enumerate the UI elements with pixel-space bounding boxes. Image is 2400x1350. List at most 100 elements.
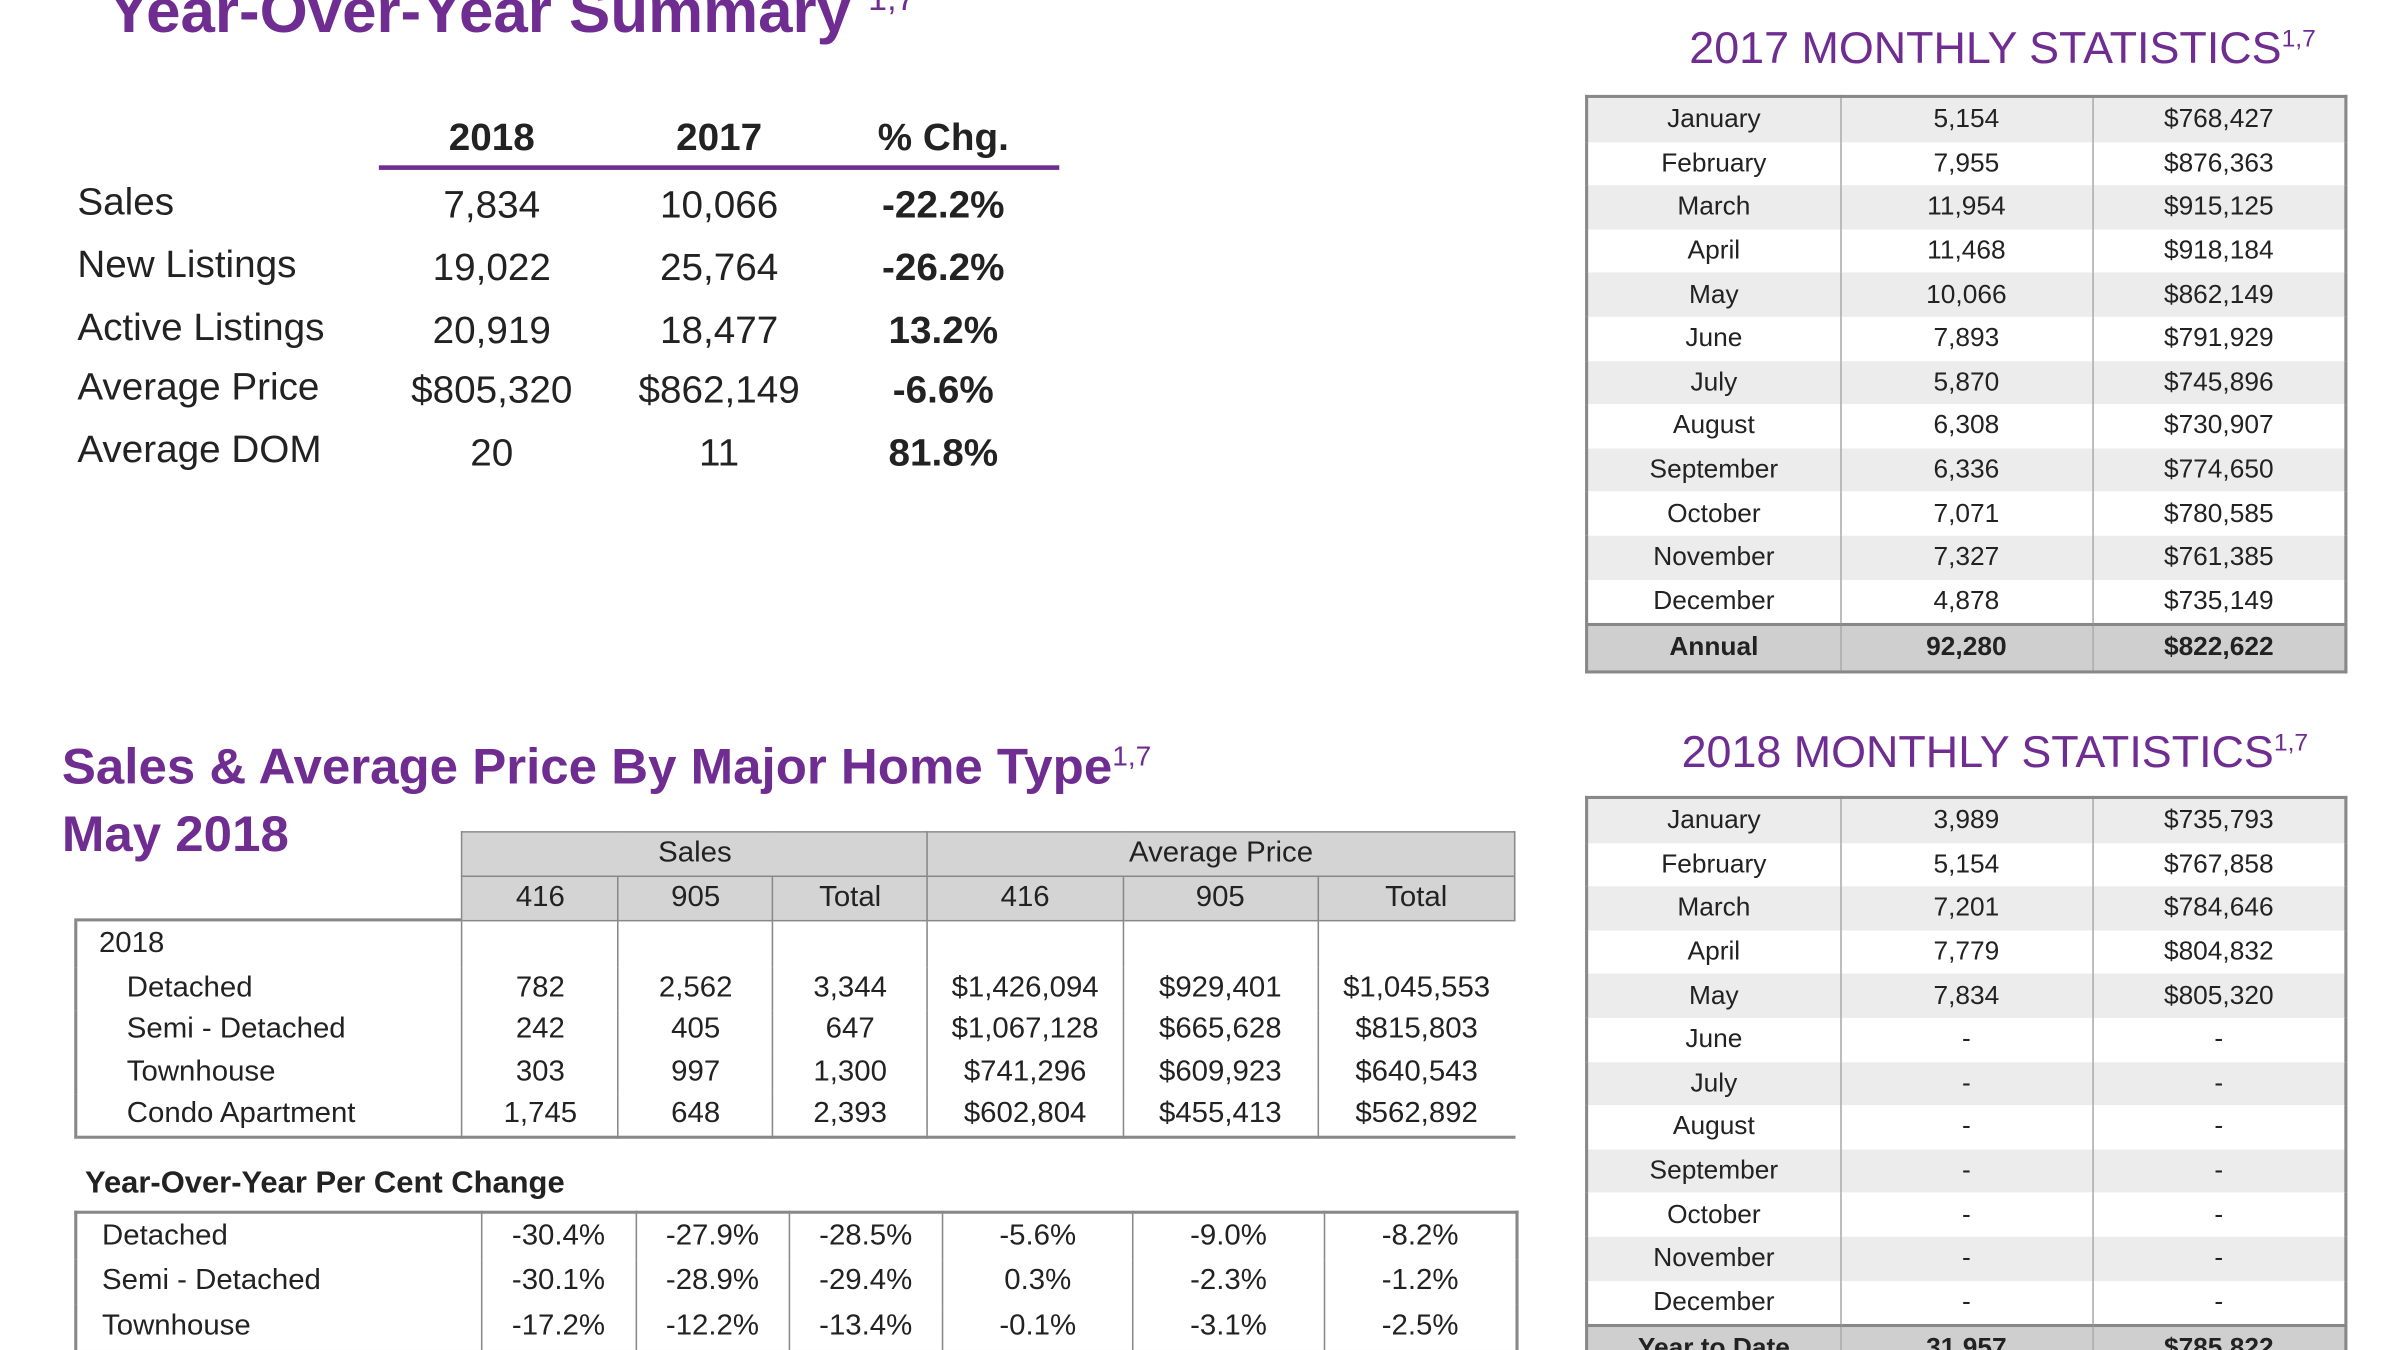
cell: 7,834 (1839, 974, 2094, 1018)
cell: $862,149 (2091, 273, 2347, 317)
cell: -6.6% (892, 368, 994, 412)
cell: March (1585, 886, 1842, 931)
superscript: 1,7 (868, 0, 915, 18)
cell: - (1839, 1105, 2094, 1150)
row-label: Average Price (77, 365, 320, 409)
cell: 11,954 (1839, 185, 2094, 230)
title-text: Year-Over-Year Summary (108, 0, 851, 46)
month-row: December 4,878 $735,149 (1585, 579, 2347, 625)
cell: 20,919 (432, 309, 551, 353)
cell: -30.1% (480, 1258, 636, 1305)
blank (617, 919, 773, 968)
cell: 31,957 (1839, 1324, 2094, 1350)
cell: $761,385 (2091, 535, 2347, 580)
data-row: Townhouse -17.2% -12.2% -13.4% -0.1% -3.1% -2.… (76, 1304, 1518, 1350)
month-row: November 7,327 $761,385 (1585, 535, 2347, 580)
cell: 25,764 (659, 246, 779, 290)
cell: 7,893 (1839, 316, 2094, 361)
month-row: September 6,336 $774,650 (1585, 448, 2347, 492)
cell: $1,045,553 (1316, 967, 1515, 1010)
data-row: Townhouse 303 997 1,300 $741,296 $609,923 $640… (74, 1051, 1515, 1094)
cell: April (1585, 229, 1842, 274)
column-header: 2018 (448, 116, 535, 160)
cell: -27.9% (635, 1212, 790, 1259)
blank (75, 876, 463, 922)
cell: 81.8% (888, 431, 999, 475)
cell: November (1585, 535, 1842, 580)
cell: 4,878 (1839, 579, 2094, 625)
cell: 20 (470, 431, 514, 475)
cell: $915,125 (2091, 185, 2347, 230)
cell: March (1585, 185, 1842, 230)
cell: $602,804 (926, 1093, 1123, 1138)
pct-change-title: Year-Over-Year Per Cent Change (85, 1166, 565, 1200)
cell: December (1585, 579, 1842, 625)
month-row: October - - (1585, 1192, 2347, 1237)
cell: November (1585, 1236, 1842, 1281)
subheader-row: 416 905 Total 416 905 Total (75, 875, 1516, 922)
total-row: Annual 92,280 $822,622 (1585, 623, 2347, 672)
column-header: 2017 (676, 116, 763, 160)
cell: - (1839, 1192, 2094, 1237)
month-row: May 10,066 $862,149 (1585, 273, 2347, 317)
row-label: New Listings (77, 243, 297, 287)
blank (926, 919, 1123, 968)
cell: 647 (772, 1009, 928, 1052)
column-header: % Chg. (877, 116, 1009, 160)
cell: 6,308 (1839, 404, 2094, 449)
superscript: 1,7 (1112, 740, 1152, 772)
cell: $805,320 (411, 368, 573, 412)
yoy-title: Year-Over-Year Summary 1,7 (108, 0, 915, 47)
cell: June (1585, 316, 1842, 361)
cell: 0.3% (941, 1258, 1134, 1305)
month-row: August 6,308 $730,907 (1585, 404, 2347, 449)
cell: January (1585, 797, 1842, 843)
monthly-2018-table: January 3,989 $735,793 February 5,154 $767,85… (1585, 795, 2348, 1350)
month-row: November - - (1585, 1236, 2347, 1281)
month-row: March 7,201 $784,646 (1585, 886, 2347, 931)
data-row: Detached -30.4% -27.9% -28.5% -5.6% -9.0% -8.2… (76, 1212, 1518, 1259)
cell: 7,201 (1839, 886, 2094, 931)
superscript: 1,7 (2273, 730, 2309, 757)
month-row: June - - (1585, 1017, 2347, 1062)
cell: - (1839, 1280, 2094, 1326)
cell: September (1585, 448, 1842, 492)
cell: October (1585, 1192, 1842, 1237)
cell: 782 (461, 967, 619, 1010)
total-row: Year to Date 31,957 $785,822 (1585, 1324, 2347, 1350)
cell: February (1585, 141, 1842, 186)
cell: $805,320 (2091, 974, 2347, 1018)
home-type-subtitle: May 2018 (61, 805, 289, 862)
cell: $785,822 (2091, 1324, 2347, 1350)
cell: $735,149 (2091, 579, 2347, 625)
cell: 18,477 (659, 309, 779, 353)
cell: 997 (617, 1051, 773, 1094)
cell: $455,413 (1122, 1093, 1318, 1138)
cell: $665,628 (1122, 1009, 1318, 1052)
cell: -0.1% (941, 1304, 1134, 1350)
cell: -1.2% (1323, 1258, 1518, 1305)
cell: -28.5% (788, 1212, 943, 1259)
cell: August (1585, 404, 1842, 449)
month-row: March 11,954 $915,125 (1585, 185, 2347, 230)
cell: $918,184 (2091, 229, 2347, 274)
cell: September (1585, 1149, 1842, 1193)
cell: $735,793 (2091, 797, 2347, 843)
cell: 92,280 (1839, 623, 2094, 672)
cell: $741,296 (926, 1051, 1123, 1094)
data-row: Semi - Detached -30.1% -28.9% -29.4% 0.3% -2.… (76, 1258, 1518, 1305)
cell: 10,066 (659, 183, 779, 227)
row-label: Average DOM (77, 428, 322, 472)
row-label: Detached (102, 1219, 228, 1252)
data-row: Semi - Detached 242 405 647 $1,067,128 $665,6… (74, 1009, 1515, 1052)
month-row: January 3,989 $735,793 (1585, 797, 2347, 843)
year-label: 2018 (74, 919, 463, 968)
cell: April (1585, 930, 1842, 975)
cell: - (2091, 1280, 2347, 1326)
month-row: December - - (1585, 1280, 2347, 1326)
home-type-title: Sales & Average Price By Major Home Type… (62, 738, 1151, 796)
cell: May (1585, 974, 1842, 1018)
title-text: Sales & Average Price By Major Home Type (61, 737, 1113, 795)
cell: July (1585, 1061, 1842, 1106)
cell: $780,585 (2091, 491, 2347, 536)
